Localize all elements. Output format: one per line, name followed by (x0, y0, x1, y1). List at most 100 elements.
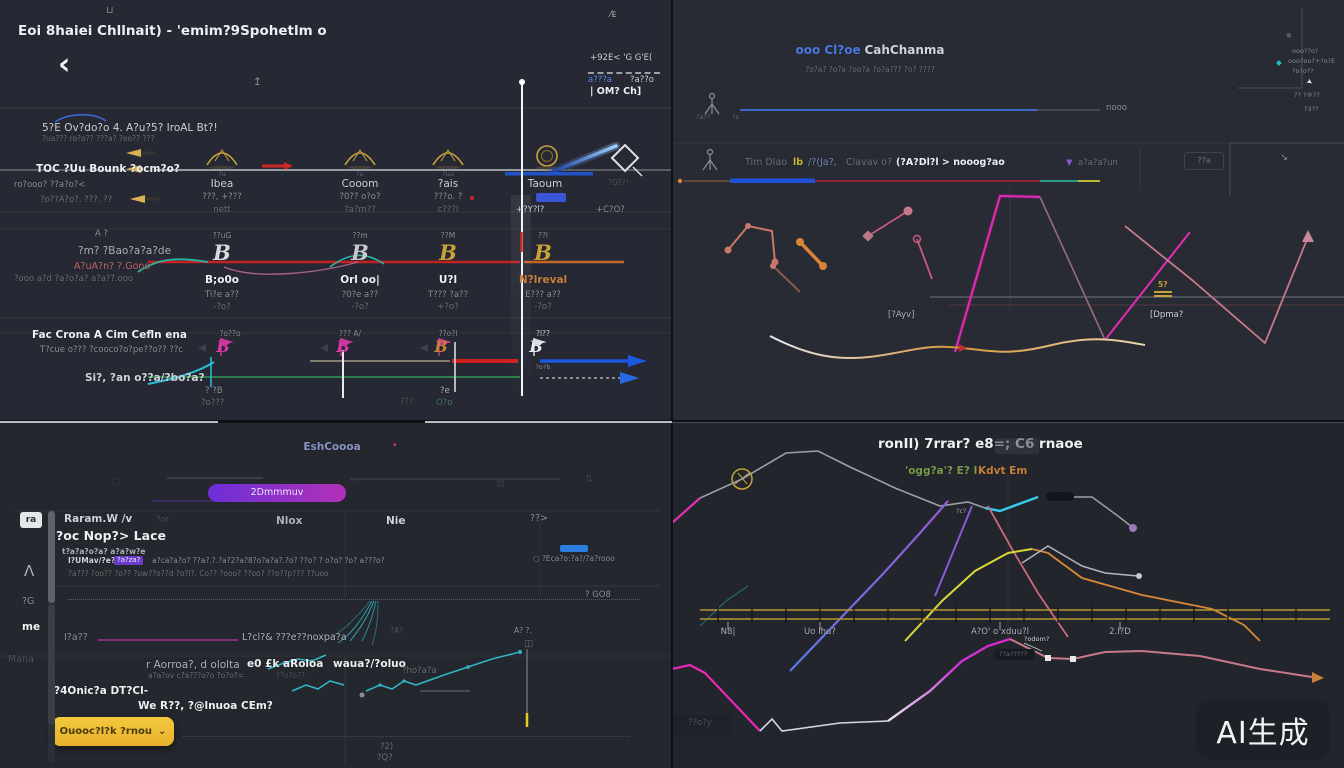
gold-emblem-icons (206, 145, 558, 167)
stats-line1: +92E< 'G G'E( (590, 53, 653, 63)
station-value: E??? a?? (525, 290, 561, 300)
row2-label[interactable]: I?a?? (64, 632, 88, 643)
annotation-peak: ?c? (956, 507, 967, 515)
gold-rail-axis (700, 606, 1330, 623)
stats-value: ?a??o (630, 75, 654, 85)
station-name[interactable]: N?lreval (518, 274, 568, 286)
faint-icon[interactable]: ▢ (112, 476, 121, 487)
label-monica: ?4Onic?a DT?Cl- (54, 685, 149, 697)
stats-blue-value: a???a (588, 75, 612, 85)
gold-marker-label: 5? (1158, 280, 1168, 289)
back-button[interactable]: ‹ (58, 47, 71, 82)
col-header-1[interactable]: Nlox (276, 515, 303, 527)
gold-mark (1154, 291, 1172, 297)
wave-label-1: [?Ayv] (888, 310, 915, 320)
pink-dot-icon: • (392, 440, 398, 451)
section-title-2: waua?/?oluo (333, 658, 406, 670)
annotation-tip: ?odom? (1024, 635, 1050, 643)
multiline-graphics (672, 450, 1330, 735)
crest-b-icon: B (213, 240, 231, 265)
station-value: -?o? (213, 302, 231, 312)
faint-icon[interactable]: ▤ (496, 478, 505, 489)
filter-box[interactable]: ??a (1184, 152, 1224, 170)
row2-text: L?cl?& ???e??noxpa?a (242, 632, 347, 643)
app-badge-icon[interactable]: ra (20, 512, 42, 528)
station-value: -?o? (534, 302, 552, 312)
panel-detail-table: EshCoooa • ▢ ◠ ▤ ⇅ 2Dmmmuv ra Raram.W /v… (0, 423, 672, 768)
row1-title: 5?E Ov?do?o 4. A?u?5? IroAL Bt?! (42, 122, 218, 134)
section-title: r Aorroa?, d ololta (146, 659, 240, 671)
window-icon[interactable]: ⊔ (106, 5, 114, 16)
radio-option[interactable]: ○ ?Eca?o:?a?/?a?rooo (533, 554, 615, 564)
triangle-marker (1302, 230, 1314, 242)
station-tick: ??M (440, 231, 456, 240)
diagonal-tool-icon[interactable]: ↘ (1280, 152, 1288, 163)
sidebar-item-me[interactable]: me (22, 621, 41, 633)
para-text-2: ?a??? ?oo?? ?o?? ?uw??o??d ?o?l?. Co?? ?… (68, 569, 329, 578)
scrollbar-lower (48, 605, 55, 725)
series-gray-main (672, 450, 986, 524)
legend-line-3: ?o?o?? (1292, 67, 1314, 75)
scrollbar-thumb[interactable] (48, 511, 55, 603)
station-name[interactable]: ?ais (437, 178, 459, 190)
legend-dot-icon: ● (1286, 31, 1292, 39)
chart-title-main: CahChanma (864, 43, 945, 57)
section-title-3: ?ho?a?a (402, 666, 437, 676)
station-name[interactable]: Cooom (341, 178, 379, 190)
station-value: Ti?e a?? (205, 290, 239, 300)
divider-highlight (0, 421, 218, 423)
panel-timeline: ⊔ Eoi 8haiei Chllnait) - 'emim?9Spohetlm… (0, 0, 672, 421)
row3-bottom-label: ??? (400, 397, 414, 407)
emblem-shadows (209, 165, 559, 170)
col-header-3[interactable]: ??> (530, 513, 549, 524)
primary-pill-button[interactable]: 2Dmmmuv (208, 484, 346, 502)
filter-text-2: lb (793, 157, 804, 168)
station-tick: ??m (352, 231, 368, 240)
series-cyan (984, 495, 1039, 513)
row2-left-red: A?uA?n? ?.Gono (74, 261, 151, 272)
dropdown-arrow-icon[interactable]: ▼ (1066, 158, 1073, 168)
title-badge-text: |?| (1009, 440, 1019, 449)
title-badge: |?| (995, 438, 1039, 454)
col-header-0[interactable]: Raram.W /v (64, 513, 133, 525)
col-header-2[interactable]: Nie (386, 515, 406, 527)
station-value: nett (213, 205, 231, 215)
station-name[interactable]: Taoum (527, 178, 563, 190)
filter-text-4: Clavav o? (846, 157, 893, 168)
row2-top: A ? (95, 229, 109, 239)
timeline-graphics (0, 79, 672, 398)
x-tick-label: N8| (720, 627, 736, 637)
station-name[interactable]: U?l (438, 274, 458, 286)
row1-left-sub: ro?ooo? ??a?o?< (14, 180, 86, 190)
station-name[interactable]: B;o0o (205, 274, 239, 286)
sort-icon[interactable]: ⇅ (585, 474, 593, 485)
action-button[interactable]: Ouooc?l?k ?rnou ⌄ (52, 717, 174, 746)
station-value: +?o? (437, 302, 459, 312)
crest-b-icon: B (534, 240, 552, 265)
radio-icon: ○ (533, 554, 540, 563)
row2-left-label: ?m? ?Bao?a?a?de (78, 245, 172, 257)
mini-arrow-icons (198, 344, 428, 352)
x-tick-label: Uo Ihu? (804, 627, 836, 637)
section-sub: a?a?ov c?a???o?o ?o?o?= (148, 671, 245, 680)
station-tick: ??l (537, 231, 549, 240)
series-yellow (904, 548, 1033, 642)
page-title: Eoi 8haiei Chllnait) - 'emim?9Spohetlm o (18, 23, 327, 39)
chart-title: ooo Cl?oe CahChanma (780, 43, 960, 58)
station-name[interactable]: Orl oo| (340, 274, 380, 286)
upload-icon[interactable]: ↥ (253, 76, 262, 88)
faint-icon[interactable]: ◠ (350, 478, 359, 489)
station-name[interactable]: Ibea (210, 178, 234, 190)
sidebar-item-up[interactable]: Λ (24, 562, 35, 580)
corner-icon[interactable]: ⁄ᴇ (610, 9, 617, 20)
row3-bottom-label: O?o (436, 398, 453, 408)
row3-left-label: Fac Crona A Cim Cefln ena (32, 329, 187, 341)
sidebar-item-mana[interactable]: Mana (8, 654, 34, 665)
legend-line-2: ooo?oo?+?o?E (1288, 57, 1336, 65)
row-title: ?oc Nop?> Lace (56, 528, 166, 543)
series-violet (789, 500, 949, 672)
dropdown-label[interactable]: a?a?a?un (1078, 158, 1118, 168)
sidebar-item-g[interactable]: ?G (22, 596, 35, 607)
window-glyph-icon[interactable]: ◫ (524, 638, 533, 649)
flag-b-icon: B (216, 337, 230, 356)
